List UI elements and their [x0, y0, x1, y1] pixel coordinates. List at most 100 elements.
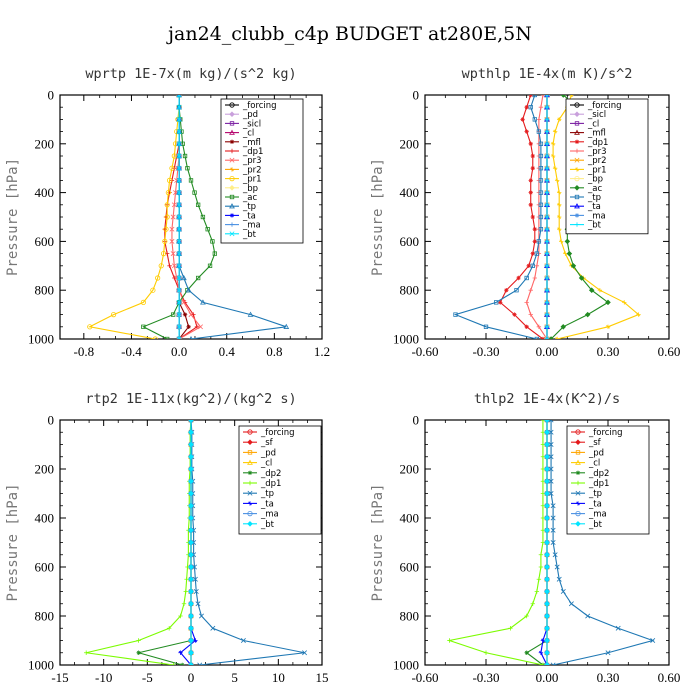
data-point	[544, 588, 550, 595]
data-point	[544, 429, 550, 436]
legend-label: _pd	[242, 110, 258, 120]
data-point	[557, 117, 562, 122]
data-point	[161, 251, 167, 257]
y-tick-label: 600	[400, 234, 420, 249]
data-point	[557, 190, 562, 195]
x-tick-label: -0.8	[74, 344, 95, 359]
series-line	[447, 420, 544, 665]
data-point	[210, 625, 216, 631]
legend-label: _cl	[587, 119, 599, 129]
data-point	[182, 153, 188, 159]
legend-label: _mfl	[587, 129, 606, 139]
data-point	[544, 564, 550, 570]
legend-label: _ta	[242, 211, 256, 221]
data-point	[188, 527, 194, 534]
data-point	[568, 601, 574, 607]
legend-label: _pr2	[242, 165, 262, 175]
legend-marker	[574, 148, 580, 154]
data-point	[554, 336, 560, 339]
data-point	[538, 214, 544, 220]
data-point	[172, 275, 177, 281]
data-point	[636, 312, 641, 317]
data-point	[538, 190, 544, 195]
legend-label: _bt	[260, 520, 275, 530]
data-point	[552, 129, 558, 134]
legend-marker	[574, 139, 580, 144]
data-point	[536, 577, 542, 582]
data-point	[87, 324, 93, 330]
data-point	[136, 638, 141, 643]
data-point	[164, 214, 170, 220]
y-tick-label: 200	[35, 136, 55, 151]
data-point	[164, 202, 170, 208]
series-layer	[453, 95, 641, 339]
data-point	[536, 117, 542, 122]
data-point	[140, 299, 146, 305]
data-point	[195, 202, 201, 207]
x-tick-label: 0.00	[536, 670, 559, 685]
data-point	[536, 129, 542, 134]
data-point	[548, 336, 554, 339]
data-point	[188, 478, 194, 485]
legend-marker	[229, 194, 235, 200]
data-point	[554, 178, 560, 183]
series-line	[138, 420, 192, 665]
data-point	[188, 588, 194, 595]
legend-marker	[574, 203, 580, 209]
data-point	[188, 502, 194, 509]
data-point	[498, 300, 503, 305]
data-point	[605, 650, 611, 656]
data-point	[544, 300, 550, 305]
data-point	[538, 650, 544, 655]
data-point	[524, 650, 529, 655]
legend-marker	[229, 139, 235, 144]
data-point	[176, 214, 182, 220]
data-point	[193, 589, 199, 594]
legend-marker	[247, 490, 253, 496]
data-point	[185, 166, 190, 171]
data-point	[566, 250, 573, 257]
data-point	[176, 336, 182, 339]
y-tick-label: 0	[48, 88, 55, 103]
legend-marker	[247, 450, 253, 455]
data-point	[176, 275, 182, 281]
data-point	[544, 576, 550, 583]
legend-marker	[229, 111, 235, 117]
legend-label: _forcing	[587, 101, 622, 111]
data-point	[185, 287, 192, 293]
data-point	[570, 263, 577, 269]
legend-label: _sicl	[242, 119, 261, 129]
data-point	[556, 576, 562, 582]
data-point	[532, 227, 537, 232]
legend-marker	[229, 167, 235, 172]
data-point	[552, 552, 558, 558]
data-point	[158, 263, 164, 269]
data-point	[504, 288, 509, 293]
data-point	[195, 275, 201, 281]
data-point	[538, 141, 544, 146]
data-point	[176, 95, 182, 98]
data-point	[188, 453, 194, 460]
legend-marker	[574, 157, 580, 163]
x-tick-label: 0.60	[658, 344, 681, 359]
data-point	[622, 300, 627, 305]
legend-marker	[229, 121, 235, 126]
x-tick-label: 15	[316, 670, 329, 685]
series-line	[88, 95, 180, 339]
data-point	[544, 288, 550, 293]
legend-marker	[574, 129, 580, 135]
data-point	[176, 190, 182, 196]
data-point	[483, 650, 489, 655]
data-point	[548, 454, 554, 460]
series-layer	[87, 95, 290, 339]
data-point	[528, 190, 533, 195]
legend-marker	[574, 121, 580, 126]
data-point	[524, 324, 529, 329]
data-point	[188, 613, 194, 619]
data-point	[176, 251, 182, 257]
data-point	[559, 239, 564, 244]
legend-label: _ta	[588, 499, 602, 509]
data-point	[283, 323, 290, 329]
legend-label: _bt	[587, 221, 602, 231]
